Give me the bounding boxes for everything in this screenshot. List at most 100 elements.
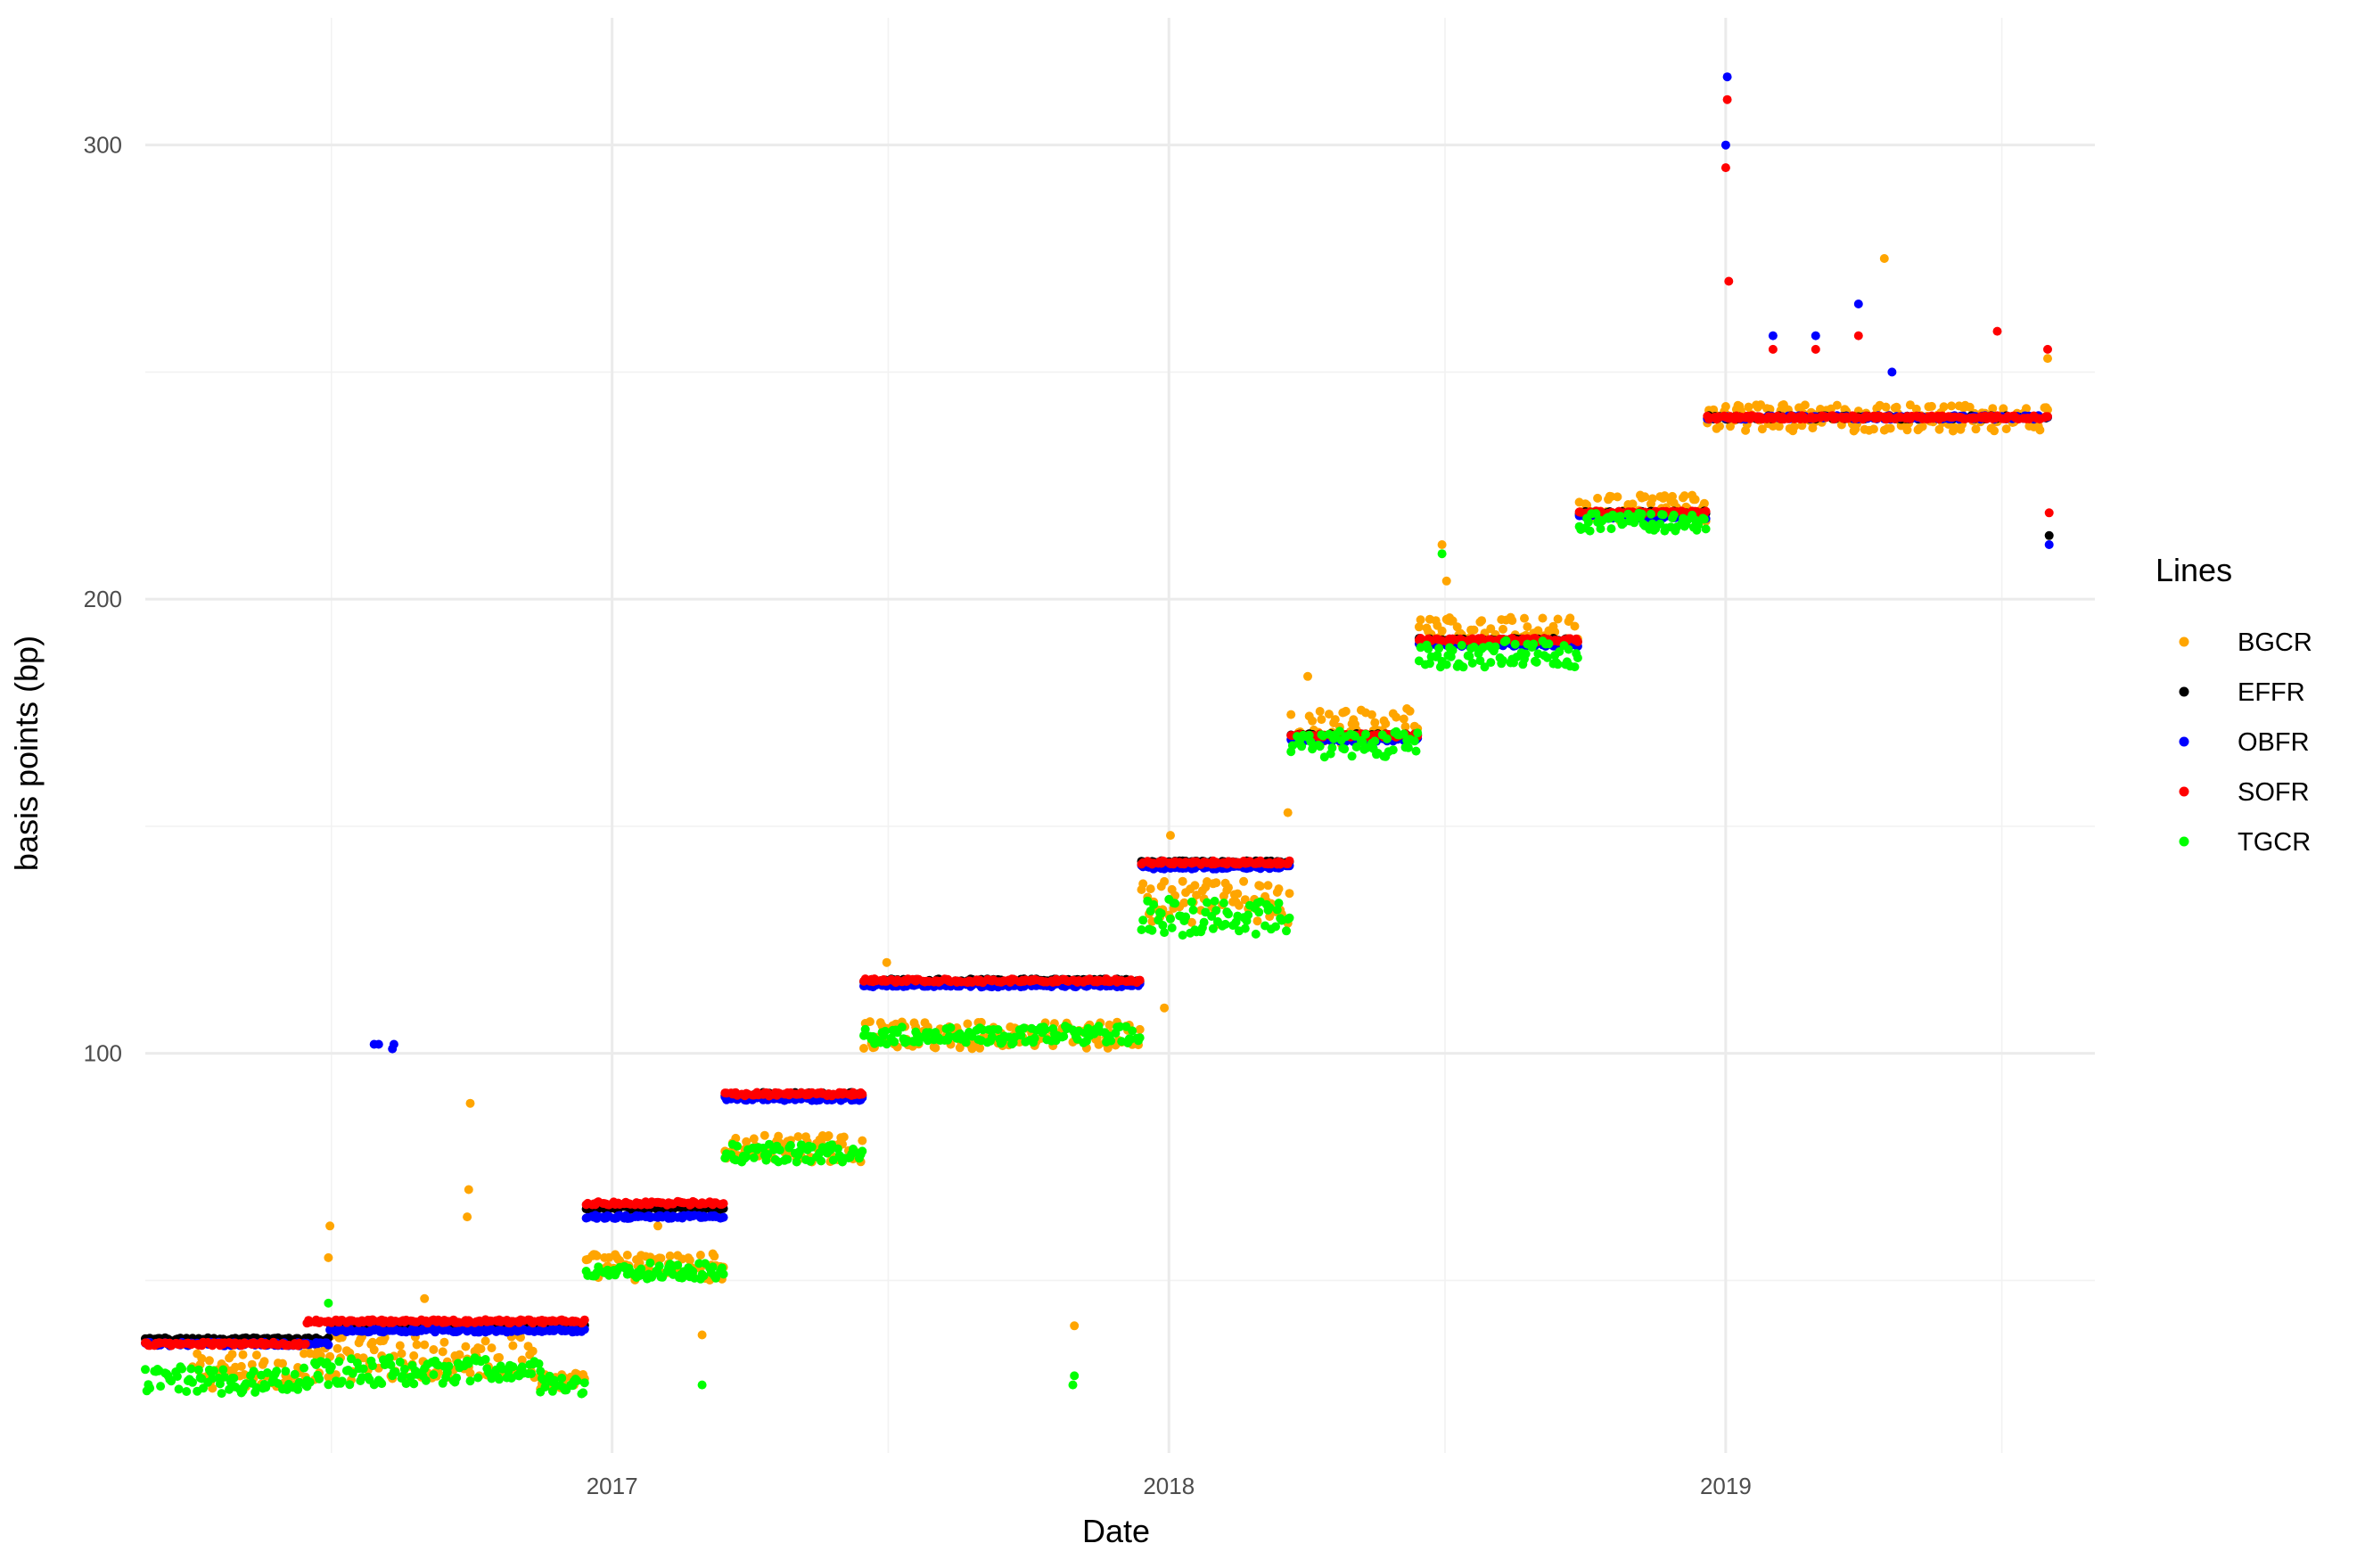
data-point	[167, 1376, 177, 1386]
data-point	[1409, 736, 1419, 746]
data-point	[1308, 716, 1318, 726]
data-point	[1701, 506, 1711, 516]
data-point	[333, 1343, 342, 1353]
data-point	[1135, 1033, 1145, 1043]
data-point	[1239, 876, 1249, 886]
data-point	[218, 1365, 228, 1375]
data-point	[1628, 499, 1638, 509]
data-point	[1501, 636, 1511, 645]
data-point	[1367, 710, 1376, 719]
data-point	[1744, 402, 1753, 412]
data-point	[1768, 344, 1778, 354]
data-point	[1593, 493, 1603, 503]
data-point	[452, 1373, 462, 1383]
data-point	[1832, 400, 1842, 410]
data-point	[1286, 710, 1296, 719]
data-point	[2043, 354, 2052, 364]
data-point	[807, 1142, 817, 1152]
data-point	[464, 1185, 473, 1194]
data-point	[742, 1152, 751, 1162]
data-point	[1999, 404, 2008, 414]
data-point	[1400, 722, 1410, 732]
data-point	[1179, 898, 1189, 907]
legend-label: OBFR	[2238, 728, 2310, 757]
data-point	[839, 1132, 849, 1142]
data-point	[1135, 975, 1145, 985]
data-point	[389, 1039, 398, 1049]
y-tick-label: 300	[84, 132, 122, 159]
data-point	[1885, 423, 1895, 433]
data-point	[182, 1387, 192, 1396]
data-point	[480, 1336, 490, 1346]
data-point	[331, 1370, 341, 1380]
data-point	[711, 1273, 720, 1283]
data-point	[1403, 743, 1413, 752]
data-point	[1437, 540, 1447, 549]
data-point	[395, 1357, 405, 1367]
data-point	[334, 1357, 344, 1367]
data-point	[1988, 404, 1998, 414]
data-point	[1211, 906, 1221, 915]
data-point	[1965, 402, 1975, 412]
data-point	[1146, 884, 1155, 894]
data-point	[665, 1251, 675, 1260]
data-point	[1399, 714, 1408, 724]
data-point	[783, 1154, 792, 1164]
data-point	[1637, 509, 1646, 519]
data-point	[1521, 649, 1531, 659]
data-point	[377, 1379, 387, 1389]
data-point	[1853, 300, 1863, 308]
data-point	[1283, 808, 1293, 817]
data-point	[420, 1340, 430, 1350]
data-point	[429, 1345, 439, 1354]
data-point	[1477, 616, 1487, 626]
data-point	[1868, 424, 1878, 434]
data-point	[1220, 919, 1230, 929]
data-point	[193, 1365, 203, 1375]
data-point	[2022, 404, 2031, 414]
data-point	[1271, 922, 1280, 932]
data-point	[859, 1044, 868, 1053]
data-point	[390, 1367, 400, 1377]
data-point	[174, 1384, 184, 1394]
data-point	[1469, 642, 1479, 652]
data-point	[1486, 658, 1496, 668]
data-point	[1104, 1020, 1114, 1030]
data-point	[487, 1343, 497, 1353]
data-point	[1433, 650, 1442, 660]
data-point	[348, 1368, 357, 1378]
data-point	[1413, 728, 1423, 738]
legend-key	[2179, 736, 2189, 747]
data-point	[439, 1337, 449, 1347]
data-point	[473, 1373, 483, 1383]
data-point	[1640, 492, 1650, 502]
data-point	[749, 1153, 759, 1162]
data-point	[1538, 613, 1548, 623]
legend-key	[2179, 786, 2189, 797]
data-point	[975, 1043, 985, 1053]
data-point	[345, 1380, 355, 1390]
data-point	[528, 1346, 538, 1356]
data-point	[259, 1357, 269, 1367]
data-point	[397, 1349, 406, 1359]
data-point	[249, 1367, 259, 1376]
data-point	[326, 1362, 336, 1372]
x-tick-label: 2019	[1700, 1473, 1752, 1499]
data-point	[697, 1330, 707, 1340]
legend-key	[2179, 686, 2189, 697]
data-point	[1458, 662, 1468, 672]
data-point	[1911, 404, 1921, 414]
data-point	[1564, 644, 1573, 654]
data-point	[858, 1146, 867, 1156]
data-point	[305, 1377, 315, 1387]
data-point	[1252, 916, 1262, 926]
data-point	[1630, 518, 1639, 528]
data-point	[1187, 917, 1196, 927]
data-point	[592, 1251, 602, 1260]
data-point	[172, 1372, 182, 1382]
data-point	[1800, 400, 1810, 410]
data-point	[1647, 494, 1657, 504]
data-point	[1244, 910, 1253, 920]
data-point	[220, 1372, 229, 1382]
